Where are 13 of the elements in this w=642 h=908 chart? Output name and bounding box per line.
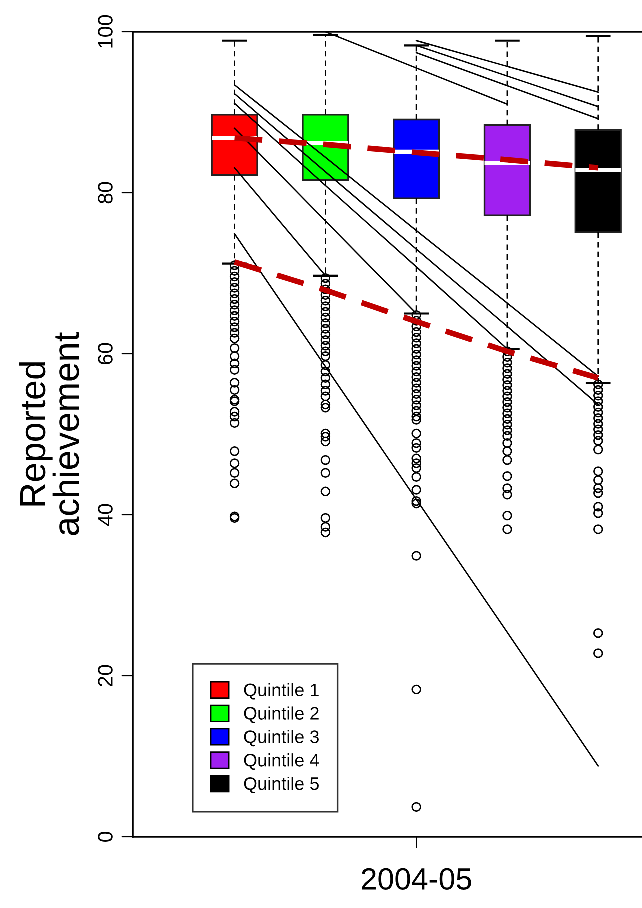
legend-label: Quintile 2 xyxy=(244,706,319,724)
y-tick-label: 0 xyxy=(98,832,113,842)
legend-label: Quintile 5 xyxy=(244,776,320,794)
y-axis-title: Reported achievement xyxy=(19,332,80,536)
y-tick-label: 40 xyxy=(98,504,113,526)
y-tick-label: 60 xyxy=(98,343,113,365)
y-tick-label: 100 xyxy=(98,15,113,48)
legend-label: Quintile 4 xyxy=(244,754,320,770)
y-tick-label: 80 xyxy=(98,182,113,204)
legend-label: Quintile 1 xyxy=(244,683,319,700)
legend-label: Quintile 3 xyxy=(244,730,319,747)
x-tick-label: 2004-05 xyxy=(362,868,472,890)
y-tick-label: 20 xyxy=(98,665,113,687)
